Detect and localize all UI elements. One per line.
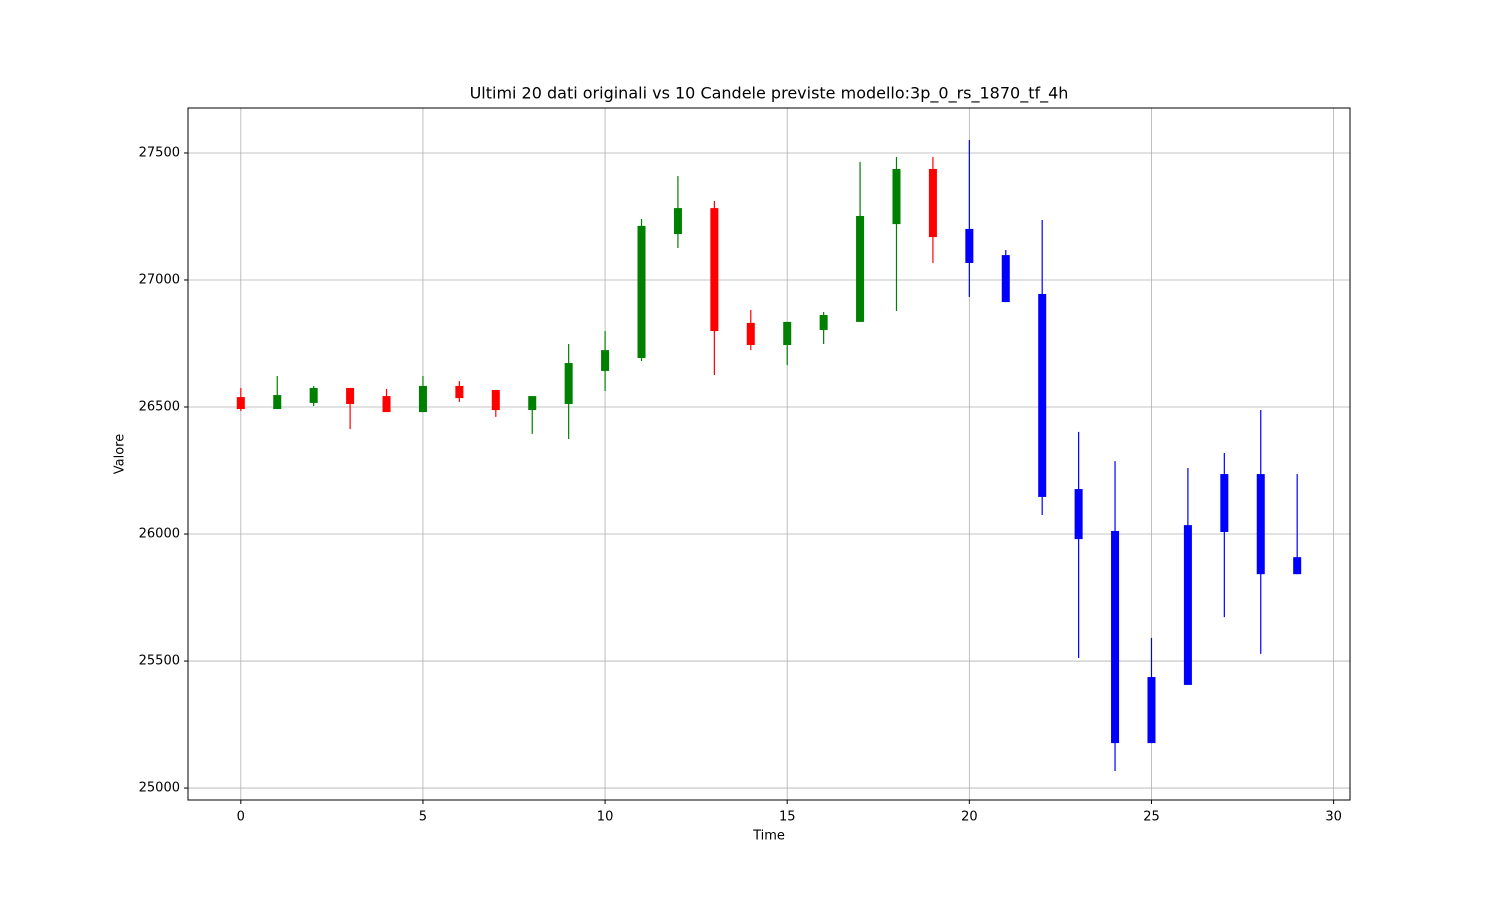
candle-body	[928, 168, 937, 238]
x-tick-label: 30	[1325, 810, 1342, 825]
x-tick-label: 5	[419, 810, 427, 825]
candle-body	[1293, 557, 1302, 575]
candle-body	[710, 208, 719, 332]
x-tick-label: 15	[779, 810, 796, 825]
chart-title: Ultimi 20 dati originali vs 10 Candele p…	[470, 84, 1069, 104]
candle-body	[273, 395, 282, 410]
plot-area: 0 5 10 15 20 25 30 25000 25500 26000 26500 27000 275…	[139, 108, 1350, 825]
y-tick-label: 27000	[139, 272, 180, 287]
candle-body	[965, 228, 974, 263]
x-axis-label: Time	[752, 829, 785, 844]
x-tick-label: 25	[1143, 810, 1160, 825]
candle-body	[236, 397, 245, 410]
candle-body	[346, 387, 355, 404]
x-tick-label: 10	[597, 810, 614, 825]
candle-body	[746, 322, 755, 346]
candle-body	[491, 389, 500, 411]
y-tick-label: 26500	[139, 400, 180, 415]
y-tick-label: 25500	[139, 654, 180, 669]
y-axis-label: Valore	[113, 434, 128, 474]
candle-body	[856, 215, 865, 322]
candle-body	[528, 396, 537, 411]
y-tick-label: 25000	[139, 781, 180, 796]
candle-body	[309, 387, 318, 403]
y-tick-label: 27500	[139, 145, 180, 160]
candle-body	[1256, 474, 1265, 575]
candle-body	[382, 396, 391, 413]
candle-body	[637, 225, 646, 358]
candle-body	[1147, 677, 1156, 744]
candle-body	[418, 385, 427, 413]
candle-body	[455, 385, 464, 399]
candle-body	[1038, 293, 1047, 497]
candle-body	[1183, 525, 1192, 685]
candle-body	[1220, 474, 1229, 532]
axes-frame	[187, 107, 1351, 801]
x-tick-label: 20	[961, 810, 978, 825]
candle-body	[1074, 489, 1083, 540]
candle-body	[783, 321, 792, 346]
candle-body	[564, 363, 573, 404]
candle-body	[892, 168, 901, 225]
candle-body	[1111, 530, 1120, 744]
y-tick-label: 26000	[139, 527, 180, 542]
candle-body	[673, 208, 682, 235]
x-tick-label: 0	[237, 810, 245, 825]
candle-body	[819, 315, 828, 331]
candle-body	[1001, 255, 1010, 303]
candle-body	[601, 350, 610, 371]
